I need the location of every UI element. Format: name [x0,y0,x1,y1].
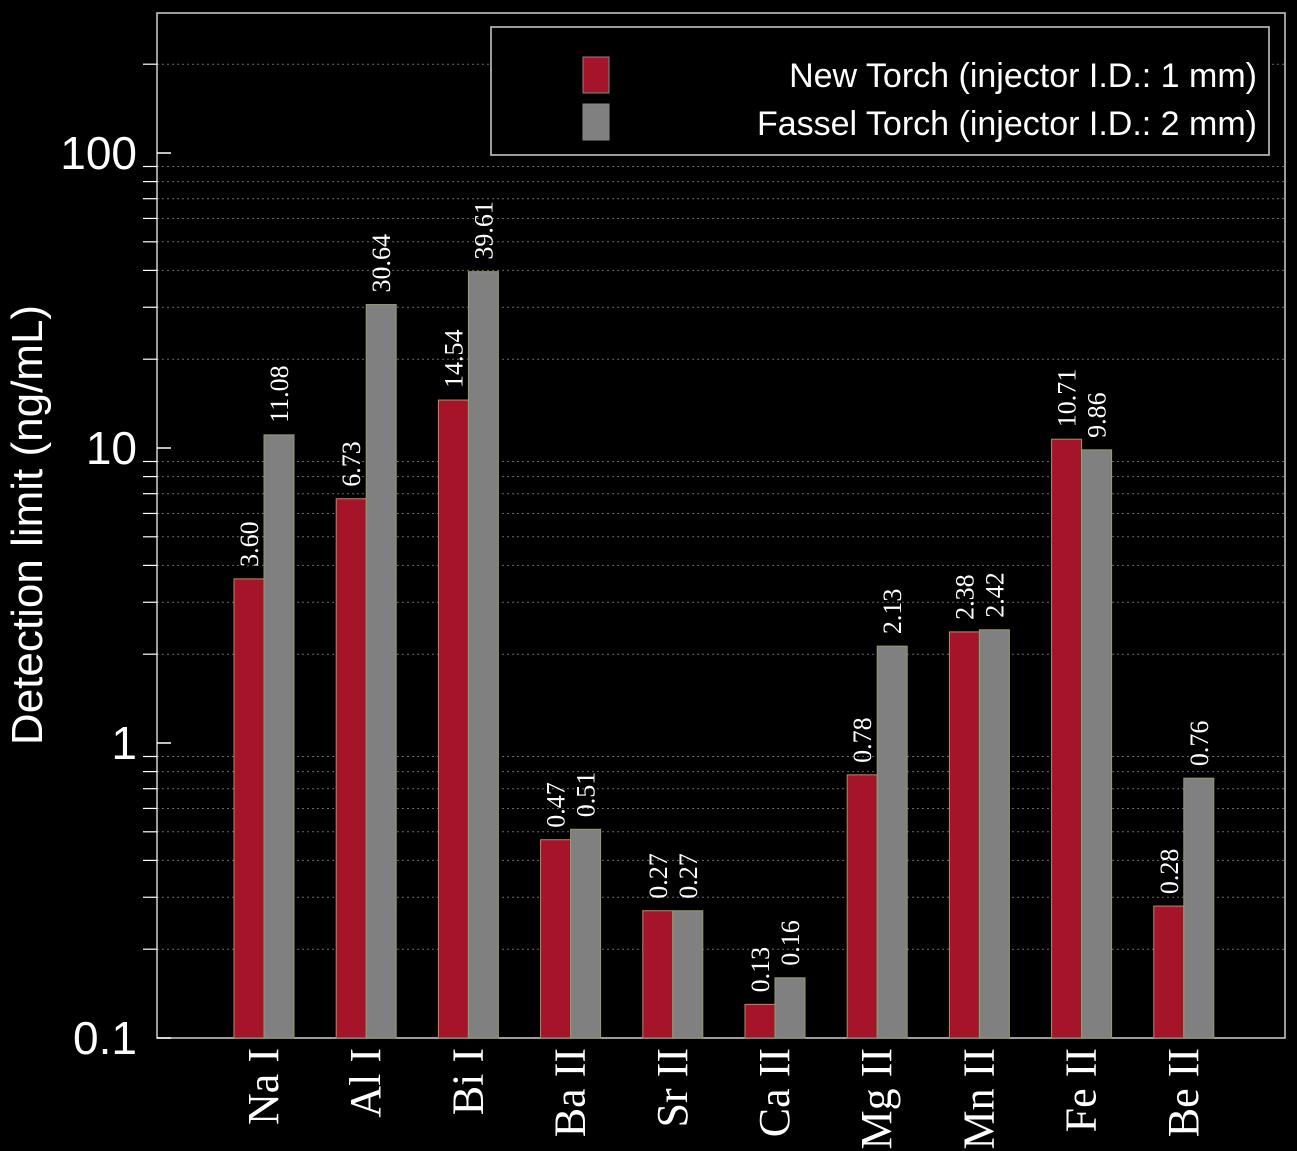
data-label: 2.13 [878,589,907,635]
x-axis-category-labels: Na I Al I Bi I Ba II Sr II Ca II Mg II Mn II Fe … [239,1048,1208,1149]
data-label: 0.16 [776,920,805,966]
category-label: Al I [341,1048,390,1118]
bar-fassel-torch [876,645,908,1039]
data-label: 3.60 [235,521,264,567]
bar-fassel-torch [467,271,499,1039]
data-label: 39.61 [469,201,498,260]
category-label: Fe II [1057,1048,1106,1132]
category-label: Sr II [648,1048,697,1127]
data-label: 10.71 [1053,369,1082,428]
bar-new-torch [540,839,572,1039]
data-label: 0.76 [1185,721,1214,767]
bar-new-torch [437,399,469,1039]
y-tick-label: 10 [86,422,137,474]
legend-swatch-fassel-torch [582,103,610,141]
y-tick-label: 1 [111,717,137,769]
category-label: Mg II [852,1048,901,1149]
legend-box [490,26,1270,156]
data-label: 11.08 [265,365,294,423]
data-label: 6.73 [337,441,366,487]
bar-new-torch [846,774,878,1039]
data-label: 0.78 [848,717,877,763]
y-tick-label: 100 [60,127,137,179]
legend: New Torch (injector I.D.: 1 mm) Fassel T… [490,26,1270,156]
bar-fassel-torch [570,828,602,1039]
data-label: 0.27 [674,853,703,899]
data-label: 0.27 [644,853,673,899]
bar-new-torch [233,578,265,1039]
data-labels: 3.60 11.08 6.73 30.64 14.54 39.61 0.47 0.51 0.27… [235,201,1214,992]
data-label: 14.54 [439,330,468,389]
bar-fassel-torch [672,910,704,1039]
bar-new-torch [1051,438,1083,1039]
bar-fassel-torch [365,304,397,1039]
legend-label-new-torch: New Torch (injector I.D.: 1 mm) [789,57,1257,95]
bar-new-torch [948,631,980,1039]
data-label: 30.64 [367,234,396,293]
data-label: 0.47 [542,782,571,828]
category-label: Ca II [750,1048,799,1137]
data-label: 9.86 [1083,392,1112,438]
bar-new-torch [642,910,674,1039]
legend-swatch-new-torch [582,56,610,94]
category-label: Ba II [546,1048,595,1137]
data-label: 0.28 [1155,849,1184,895]
data-label: 0.51 [572,772,601,818]
bar-fassel-torch [978,629,1010,1039]
bar-new-torch [1153,905,1185,1039]
plot-frame [156,12,1286,1039]
bar-fassel-torch [774,977,806,1039]
category-label: Bi I [443,1048,492,1115]
bar-fassel-torch [1081,449,1113,1039]
data-label: 2.38 [950,574,979,620]
category-label: Na I [239,1048,288,1125]
category-label: Mn II [954,1048,1003,1149]
data-label: 2.42 [980,572,1009,618]
bar-new-torch [744,1003,776,1039]
bars [233,271,1215,1039]
y-axis-ticks: 0.1 1 10 100 [60,63,171,1064]
bar-new-torch [335,498,367,1039]
data-label: 0.13 [746,947,775,993]
legend-label-fassel-torch: Fassel Torch (injector I.D.: 2 mm) [757,105,1257,143]
y-tick-label: 0.1 [73,1012,137,1064]
category-label: Be II [1159,1048,1208,1137]
y-axis-label: Detection limit (ng/mL) [3,305,52,745]
bar-fassel-torch [263,434,295,1039]
bar-fassel-torch [1183,777,1215,1039]
